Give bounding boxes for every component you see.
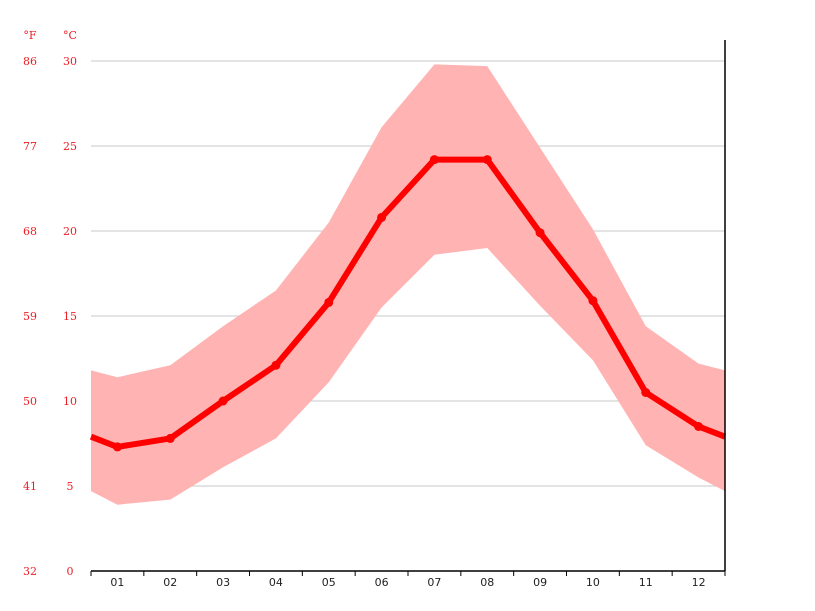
y-tick-celsius: 10 (63, 395, 77, 408)
x-tick-label: 08 (480, 576, 494, 589)
y-axis-labels: 86 30 77 25 68 20 59 15 50 10 41 5 32 0 (23, 55, 77, 578)
x-tick-label: 11 (639, 576, 653, 589)
y-tick-fahrenheit: 86 (23, 55, 37, 68)
y-tick-celsius: 15 (63, 310, 77, 323)
y-tick-celsius: 30 (63, 55, 77, 68)
y-tick-fahrenheit: 41 (23, 480, 37, 493)
data-point (429, 155, 439, 165)
x-tick-label: 07 (427, 576, 441, 589)
y-tick-fahrenheit: 50 (23, 395, 37, 408)
y-tick-fahrenheit: 68 (23, 225, 37, 238)
y-tick-fahrenheit: 77 (23, 140, 37, 153)
y-tick-celsius: 5 (67, 480, 74, 493)
x-tick-label: 03 (216, 576, 230, 589)
x-tick-label: 10 (586, 576, 600, 589)
data-point (535, 228, 545, 238)
average-temperature-line (89, 156, 727, 450)
unit-fahrenheit-label: °F (23, 29, 37, 42)
unit-celsius-label: °C (63, 29, 77, 42)
data-point (588, 296, 598, 306)
data-point (377, 212, 387, 222)
data-point (271, 360, 281, 370)
y-tick-fahrenheit: 32 (23, 565, 37, 578)
x-tick-label: 06 (375, 576, 389, 589)
data-point (112, 442, 122, 452)
x-axis-labels: 01 02 03 04 05 06 07 08 09 10 11 12 (110, 576, 705, 589)
y-tick-celsius: 20 (63, 225, 77, 238)
data-point-markers (112, 155, 704, 452)
x-axis-ticks (90, 571, 726, 576)
x-tick-label: 05 (322, 576, 336, 589)
temperature-range-band (91, 64, 725, 505)
y-tick-fahrenheit: 59 (23, 310, 37, 323)
x-tick-label: 02 (163, 576, 177, 589)
x-tick-label: 04 (269, 576, 283, 589)
data-point (165, 433, 175, 443)
y-tick-celsius: 0 (67, 565, 74, 578)
y-tick-celsius: 25 (63, 140, 77, 153)
x-tick-label: 09 (533, 576, 547, 589)
data-point (641, 388, 651, 397)
data-point (694, 422, 704, 431)
data-point (324, 297, 334, 307)
data-point (218, 396, 228, 406)
x-tick-label: 12 (692, 576, 706, 589)
data-point (482, 155, 492, 165)
x-tick-label: 01 (110, 576, 124, 589)
